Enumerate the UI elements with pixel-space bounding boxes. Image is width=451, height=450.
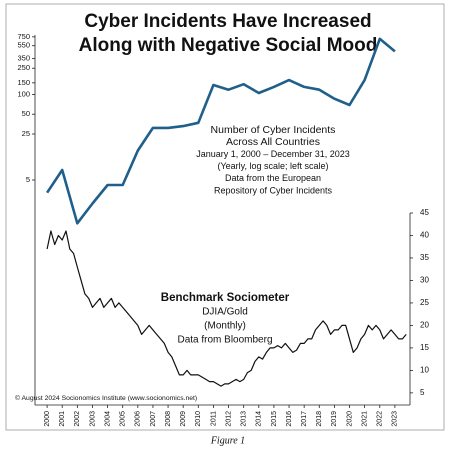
y-tick-label: 25 <box>22 129 30 138</box>
annotation: (Yearly, log scale; left scale) <box>217 161 328 171</box>
x-tick-label: 2017 <box>301 411 308 427</box>
y2-tick-label: 40 <box>420 231 429 240</box>
chart-title: Along with Negative Social Mood <box>79 35 378 56</box>
y-tick-label: 550 <box>17 41 30 50</box>
x-tick-label: 2006 <box>135 411 142 427</box>
y-tick-label: 50 <box>22 109 30 118</box>
y2-tick-label: 10 <box>420 365 429 374</box>
annotation: Repository of Cyber Incidents <box>214 185 333 195</box>
annotation: DJIA/Gold <box>202 307 248 318</box>
x-tick-label: 2022 <box>377 411 384 427</box>
x-tick-label: 2002 <box>74 411 81 427</box>
x-tick-label: 2021 <box>361 411 368 427</box>
sociometer-line <box>46 230 407 387</box>
x-tick-label: 2003 <box>89 411 96 427</box>
chart-title: Cyber Incidents Have Increased <box>84 11 371 32</box>
y-tick-label: 750 <box>17 32 30 41</box>
x-tick-label: 2012 <box>225 411 232 427</box>
y2-tick-label: 15 <box>420 343 429 352</box>
x-tick-label: 2019 <box>331 411 338 427</box>
y2-tick-label: 30 <box>420 276 429 285</box>
x-tick-label: 2015 <box>271 411 278 427</box>
y-tick-label: 250 <box>17 63 30 72</box>
x-tick-label: 2007 <box>150 411 157 427</box>
annotation: Benchmark Sociometer <box>161 292 290 304</box>
x-tick-label: 2008 <box>165 411 172 427</box>
caption: Figure 1 <box>210 435 245 446</box>
x-tick-label: 2016 <box>286 411 293 427</box>
annotation: Data from the European <box>225 173 321 183</box>
y2-tick-label: 35 <box>420 253 429 262</box>
y2-tick-label: 20 <box>420 321 429 330</box>
y2-tick-label: 25 <box>420 298 429 307</box>
x-tick-label: 2004 <box>104 411 111 427</box>
annotation: (Monthly) <box>204 321 246 332</box>
x-tick-label: 2009 <box>180 411 187 427</box>
x-tick-label: 2000 <box>44 411 51 427</box>
annotation: Number of Cyber Incidents <box>211 124 336 136</box>
frame <box>5 3 445 431</box>
annotation: Across All Countries <box>226 136 320 148</box>
y-tick-label: 350 <box>17 54 30 63</box>
y-tick-label: 100 <box>17 89 30 98</box>
x-tick-label: 2023 <box>392 411 399 427</box>
incidents-line <box>46 37 396 225</box>
x-tick-label: 2010 <box>195 411 202 427</box>
credit: © August 2024 Socionomics Institute (www… <box>15 394 197 402</box>
y-tick-label: 5 <box>26 175 30 184</box>
annotation: Data from Bloomberg <box>177 335 272 346</box>
y2-tick-label: 5 <box>420 388 425 397</box>
x-tick-label: 2005 <box>120 411 127 427</box>
x-tick-label: 2018 <box>316 411 323 427</box>
x-tick-label: 2013 <box>241 411 248 427</box>
x-tick-label: 2011 <box>210 411 217 426</box>
y2-tick-label: 45 <box>420 208 429 217</box>
x-tick-label: 2001 <box>59 411 66 427</box>
y-tick-label: 150 <box>17 78 30 87</box>
annotation: January 1, 2000 – December 31, 2023 <box>196 149 350 159</box>
x-tick-label: 2014 <box>256 411 263 427</box>
x-tick-label: 2020 <box>346 411 353 427</box>
